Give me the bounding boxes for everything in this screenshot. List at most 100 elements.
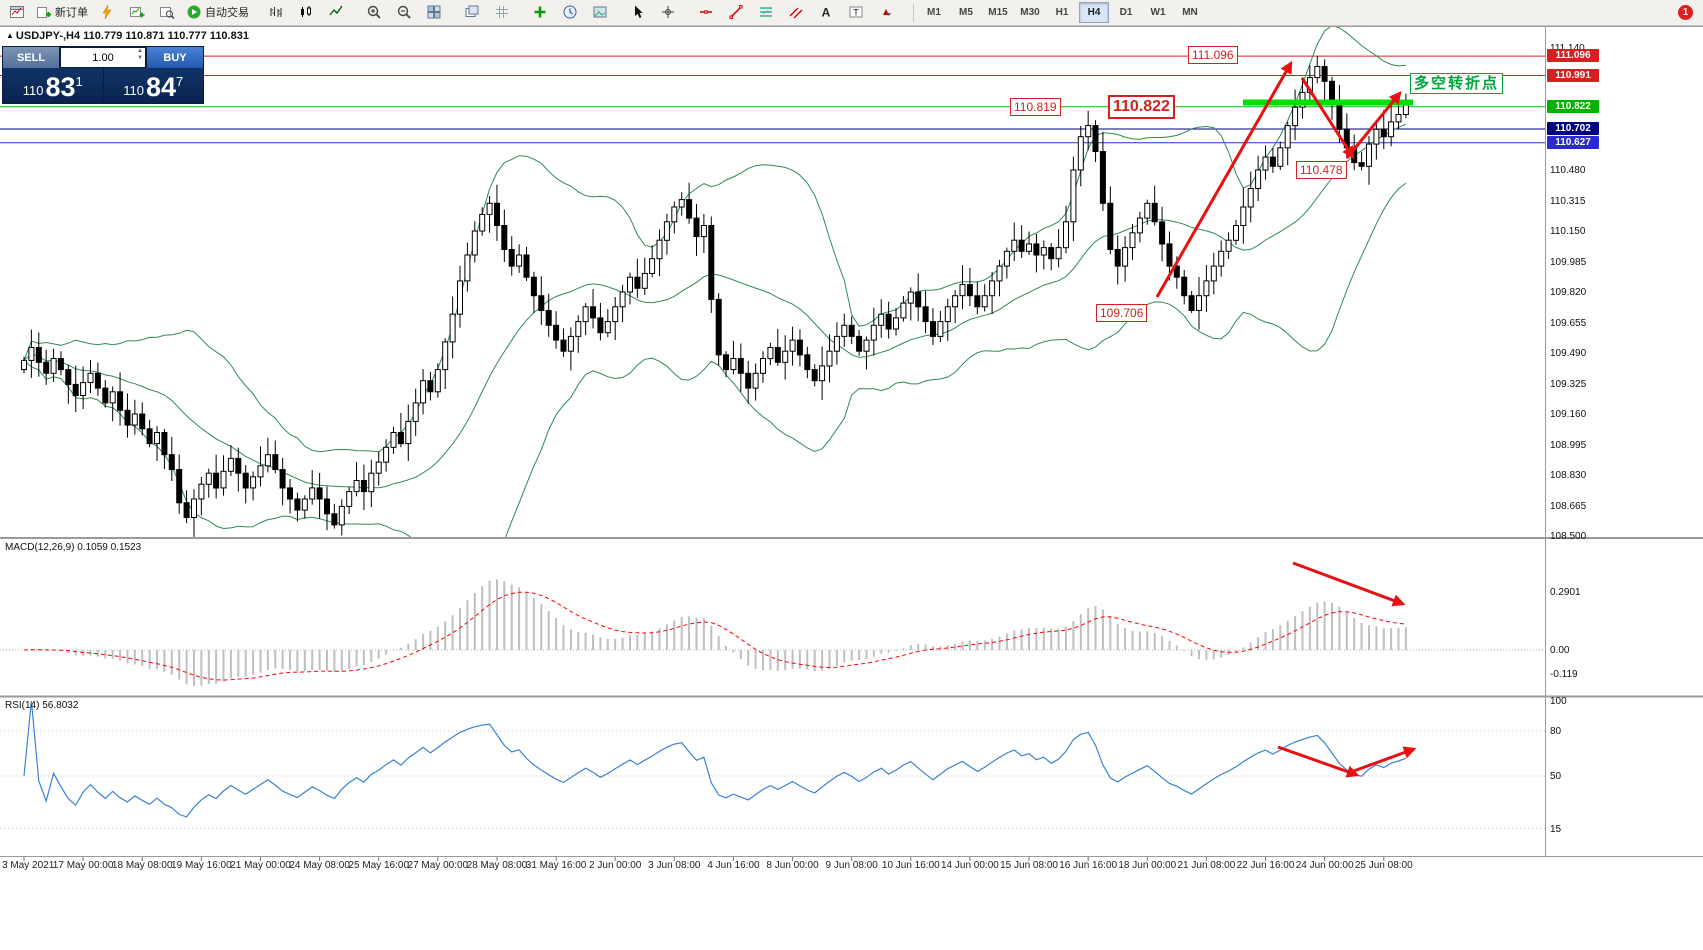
macd-histogram [0,579,1545,686]
buy-button[interactable]: BUY [146,47,203,68]
time-axis-label: 21 May 00:00 [230,860,291,871]
macd-scale-label: 0.2901 [1550,587,1581,599]
annotation-peak-price[interactable]: 111.096 [1188,46,1238,64]
one-click-trade-panel: SELL 1.00 ▲ ▼ BUY 110 83 1 110 84 7 [2,46,204,104]
time-axis-label: 16 Jun 16:00 [1059,860,1118,871]
toolbar: 新订单 自动交易 A T M1 M5 M15 M30 H1 H4 D1 W1 MN [0,0,1703,26]
annotation-turning-point[interactable]: 多空转折点 [1410,73,1504,94]
time-axis-label: 25 Jun 08:00 [1354,860,1413,871]
time-axis-label: 3 May 2021 [2,860,55,871]
lot-spinner[interactable]: ▲ ▼ [137,48,143,61]
zoom-out-icon[interactable] [390,0,418,24]
candles [21,56,1409,537]
buy-price[interactable]: 110 84 7 [123,72,184,102]
price-axis-label: 110.315 [1550,195,1586,207]
timeframe-h1[interactable]: H1 [1055,7,1069,18]
time-axis-label: 4 Jun 16:00 [707,860,760,871]
timeframe-w1[interactable]: W1 [1150,7,1166,18]
price-line-tag: 110.627 [1547,135,1599,149]
timeframe-m30[interactable]: M30 [1020,7,1040,18]
price-axis-label: 110.150 [1550,226,1586,237]
time-axis-label: 14 Jun 00:00 [940,860,999,871]
price-line-tag: 110.702 [1547,121,1599,135]
macd-signal-line [23,591,1406,681]
arrows-object-icon[interactable] [872,0,900,24]
label-t-icon[interactable]: T [842,0,870,24]
chart-search-icon[interactable] [153,0,181,24]
timeframe-d1[interactable]: D1 [1119,7,1133,18]
grid-icon[interactable] [488,0,516,24]
cursor-icon[interactable] [624,0,652,24]
time-axis-label: 2 Jun 00:00 [589,860,642,871]
bolt-icon[interactable] [93,0,121,24]
line-chart-icon[interactable] [322,0,350,24]
price-axis-label: 109.985 [1550,256,1587,268]
svg-text:A: A [822,6,831,20]
trend-line-icon[interactable] [722,0,750,24]
annotation-base-price[interactable]: 109.706 [1096,304,1148,322]
bar-chart-icon[interactable] [262,0,290,24]
time-axis-label: 21 Jun 08:00 [1177,860,1236,871]
time-axis-label: 9 Jun 08:00 [825,860,878,871]
template-image-icon[interactable] [586,0,614,24]
time-axis-label: 24 May 08:00 [289,860,350,871]
zoom-in-icon[interactable] [360,0,388,24]
horizontal-level-lines [0,55,1545,144]
periods-clock-icon[interactable] [556,0,584,24]
rsi-scale-label: 50 [1550,771,1562,782]
annotation-pullback-price[interactable]: 110.478 [1296,161,1347,179]
time-axis-label: 17 May 00:00 [52,860,114,871]
time-axis-label: 10 Jun 16:00 [881,860,940,871]
price-axis[interactable]: 111.140 110.480 110.315 110.150 109.985 109.8… [1546,26,1702,875]
rsi-scale-label: 100 [1550,696,1567,707]
price-axis-label: 109.160 [1550,409,1587,420]
price-axis-label: 109.820 [1550,287,1587,298]
svg-text:T: T [853,8,859,18]
rsi-label: RSI(14) 56.8032 [5,700,79,711]
crosshair-icon[interactable] [654,0,682,24]
indicators-add-icon[interactable] [526,0,554,24]
time-axis-label: 28 May 08:00 [466,860,528,871]
sell-price[interactable]: 110 83 1 [22,72,83,102]
timeframe-m15[interactable]: M15 [988,7,1008,18]
timeframe-m5[interactable]: M5 [959,7,973,18]
channel-icon[interactable] [782,0,810,24]
timeframe-m1[interactable]: M1 [927,7,941,18]
symbol-marker-icon: ▲ [6,31,14,40]
timeframe-mn[interactable]: MN [1182,7,1198,18]
symbol-ohlc-header: ▲ USDJPY-,H4 110.779 110.871 110.777 110.… [6,30,249,42]
notification-badge[interactable]: 1 [1678,5,1693,20]
new-order-button[interactable]: 新订单 [33,0,91,24]
text-a-icon[interactable]: A [812,0,840,24]
rsi-line [23,700,1407,818]
time-axis-label: 18 May 08:00 [111,860,173,871]
time-axis-label: 8 Jun 00:00 [766,860,819,871]
price-axis-label: 108.500 [1550,531,1587,542]
rsi-scale-label: 15 [1550,823,1562,835]
time-ticks [23,857,1385,861]
time-axis[interactable]: 3 May 2021 17 May 00:00 18 May 08:00 19 May… [0,857,1703,877]
price-axis-label: 109.490 [1550,348,1587,359]
timeframe-h4[interactable]: H4 [1079,2,1109,23]
sell-button[interactable]: SELL [3,47,60,68]
chart-add-icon[interactable] [123,0,151,24]
time-axis-label: 31 May 16:00 [525,860,587,871]
candle-chart-icon[interactable] [292,0,320,24]
annotation-level-price[interactable]: 110.819 [1010,98,1061,116]
autotrading-button[interactable]: 自动交易 [183,0,252,24]
panel-separators [0,26,1703,857]
horizontal-line-icon[interactable] [692,0,720,24]
time-axis-label: 22 Jun 16:00 [1236,860,1295,871]
price-axis-label: 109.655 [1550,317,1587,329]
time-axis-label: 25 May 16:00 [348,860,410,871]
arrange-windows-icon[interactable] [458,0,486,24]
price-axis-label: 111.140 [1550,43,1585,54]
lot-size-input[interactable]: 1.00 ▲ ▼ [60,47,146,68]
rsi-scale-label: 80 [1550,726,1562,737]
chart-window-icon[interactable] [3,0,31,24]
price-axis-label: 109.325 [1550,378,1587,390]
fibonacci-icon[interactable] [752,0,780,24]
tile-windows-icon[interactable] [420,0,448,24]
annotation-key-level[interactable]: 110.822 [1108,95,1175,119]
